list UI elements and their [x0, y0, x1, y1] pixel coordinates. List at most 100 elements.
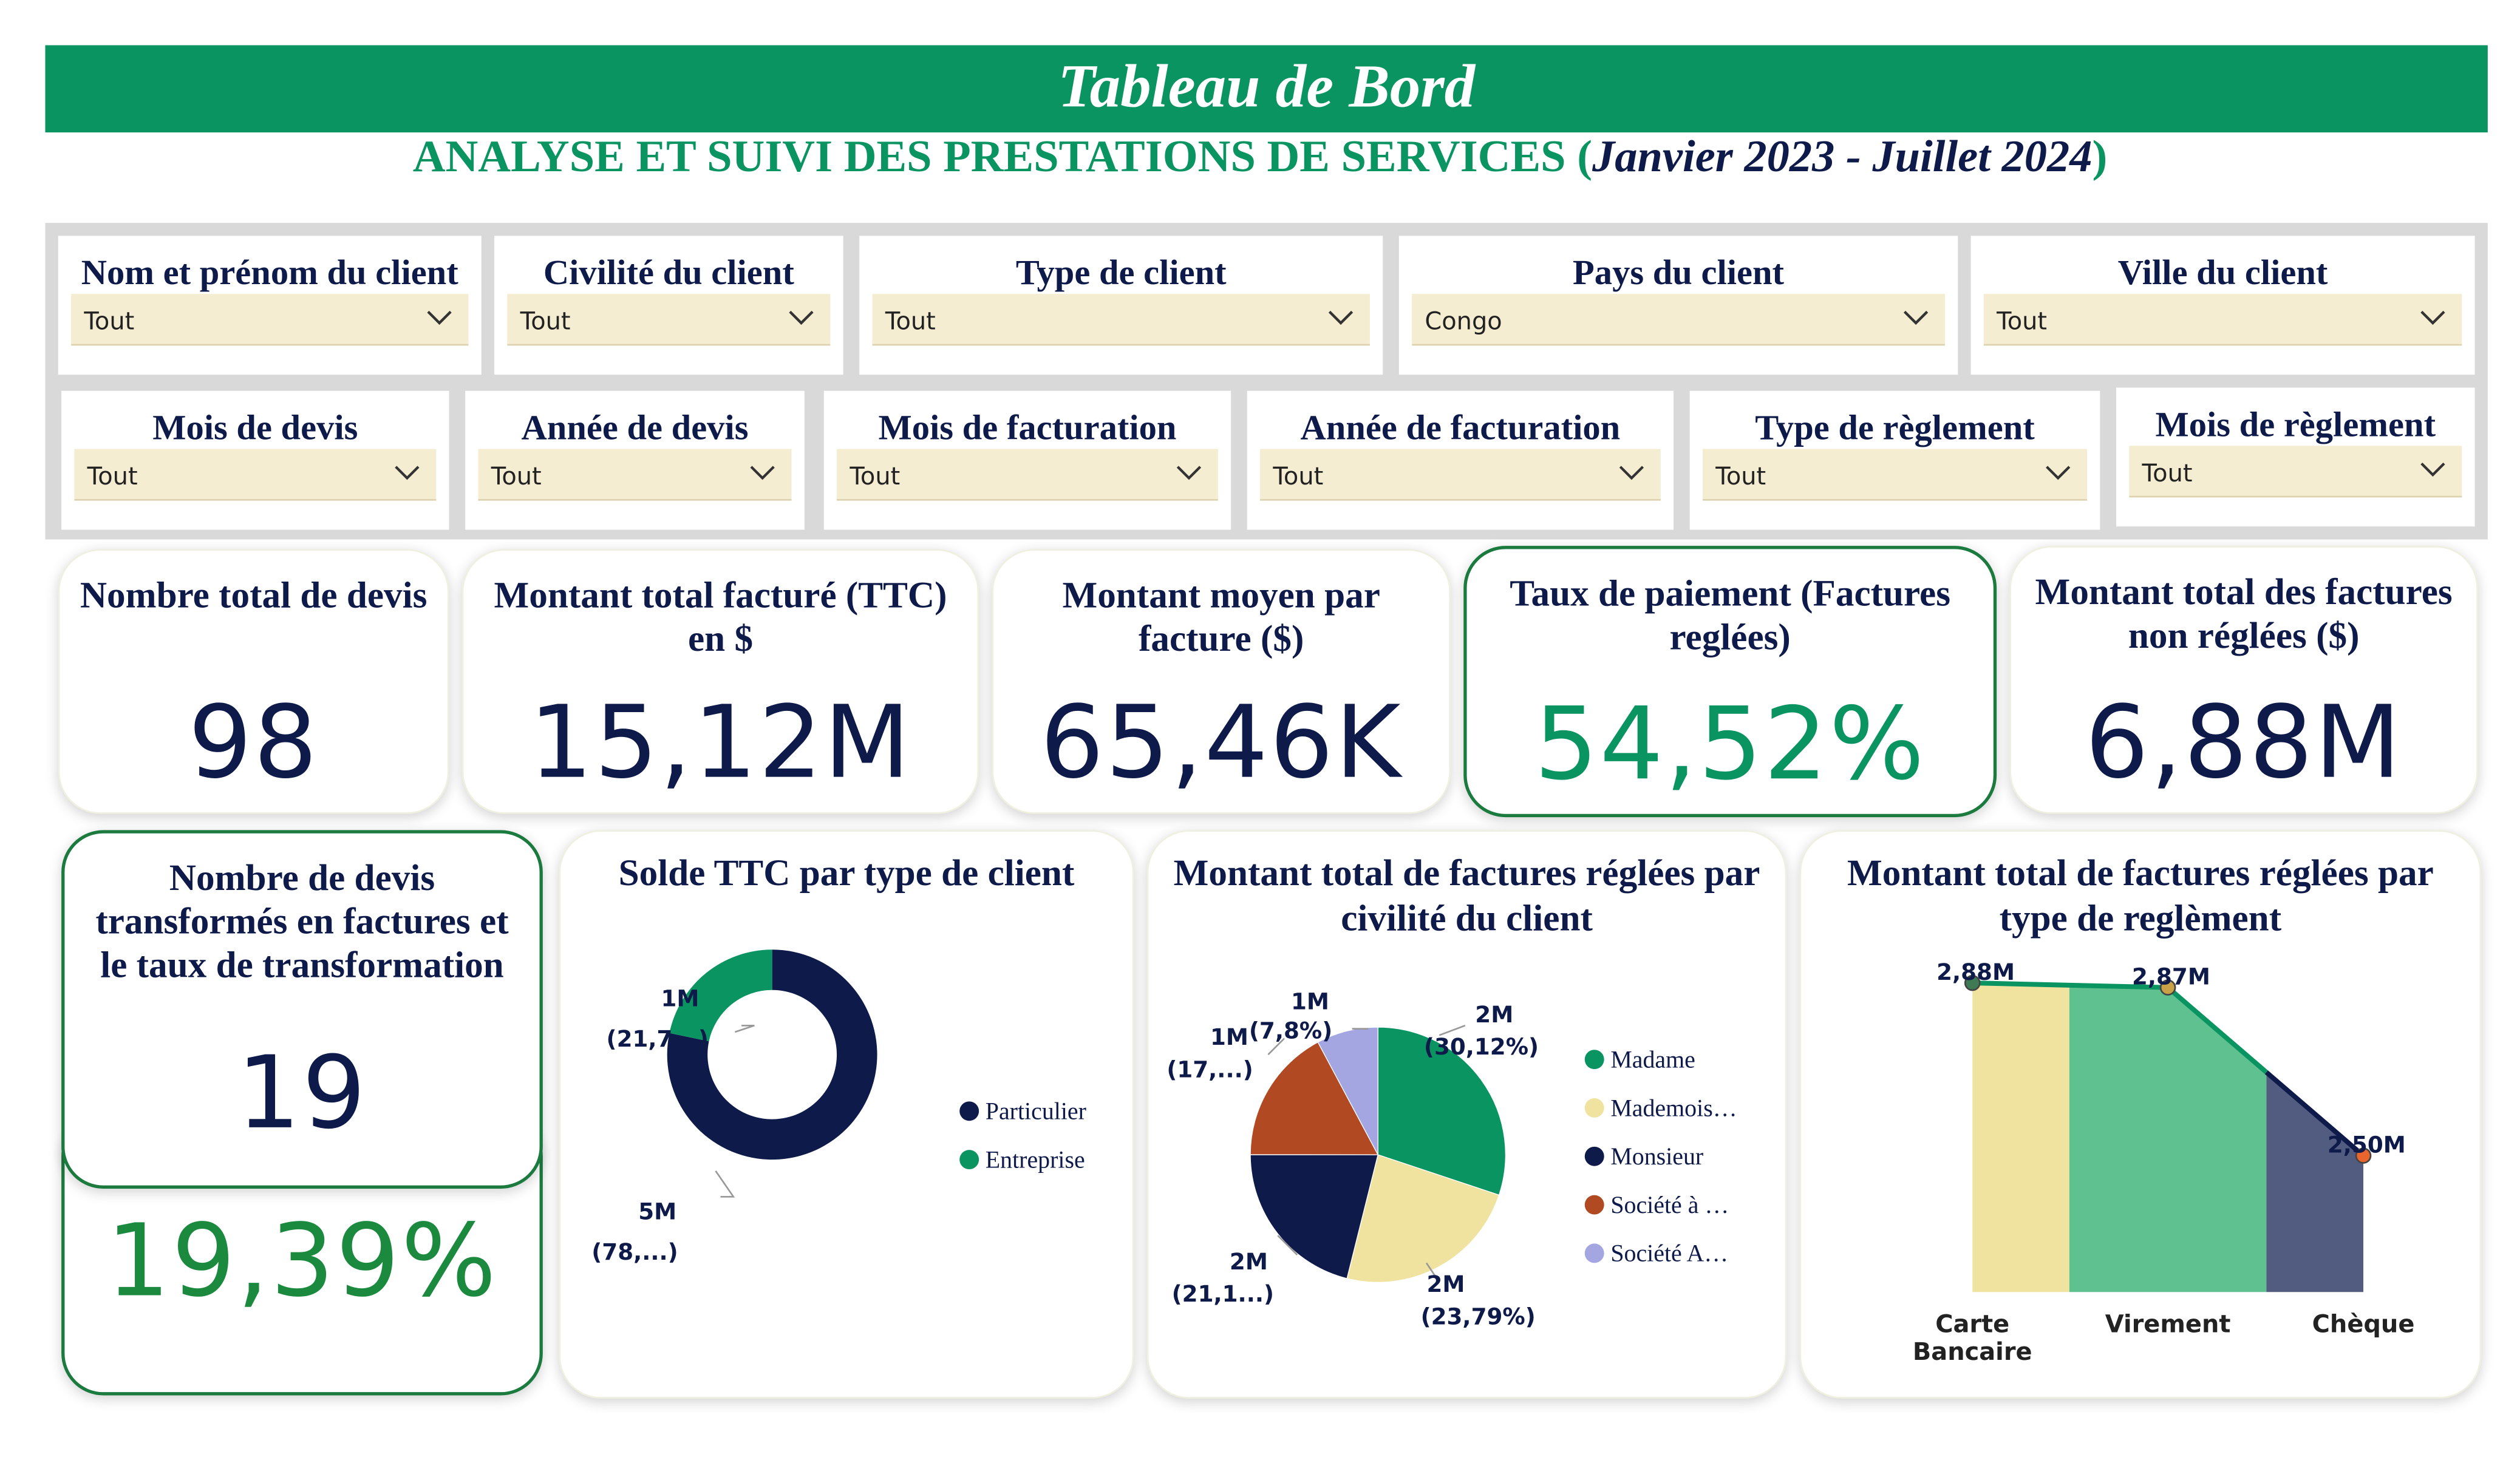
filter-dropdown[interactable]: Tout	[837, 449, 1218, 501]
leader-line	[1267, 1038, 1285, 1056]
leader-line	[735, 1024, 755, 1033]
legend-marker	[1584, 1050, 1604, 1070]
data-label-value: 2M	[1475, 1001, 1513, 1028]
filter-value: Congo	[1425, 307, 1502, 336]
kpi-unpaid-total: Montant total des factures non réglées (…	[2009, 546, 2478, 814]
filter-label: Civilité du client	[543, 252, 794, 293]
page-title: Tableau de Bord	[1058, 53, 1476, 121]
filter-label: Pays du client	[1573, 252, 1785, 293]
filter-dropdown[interactable]: Tout	[2129, 446, 2462, 498]
x-tick-label: Bancaire	[1913, 1338, 2032, 1366]
filter-label: Nom et prénom du client	[81, 252, 458, 293]
data-label-pct: (7,8%)	[1249, 1017, 1332, 1044]
legend-label: Mademois…	[1610, 1094, 1737, 1121]
chevron-down-icon	[2420, 310, 2445, 325]
kpi-value: 65,46K	[1040, 683, 1403, 801]
leader-line	[1277, 1235, 1298, 1255]
filter-value: Tout	[84, 307, 135, 336]
conversion-title: Nombre de devis transformés en factures …	[95, 857, 509, 985]
data-label-pct: (21,1...)	[1172, 1280, 1274, 1307]
legend-marker	[959, 1101, 979, 1121]
subtitle-close: )	[2092, 132, 2108, 183]
chevron-down-icon	[789, 310, 814, 325]
filter-value: Tout	[1997, 307, 2048, 336]
legend-marker	[959, 1150, 979, 1170]
filter-invoice-year: Année de facturation Tout	[1247, 390, 1674, 530]
data-label-value: 1M	[1210, 1024, 1248, 1050]
series-line	[2264, 1070, 2365, 1158]
kpi-title: Nombre total de devis	[80, 575, 427, 616]
filter-dropdown[interactable]: Tout	[1260, 449, 1661, 501]
filter-client-name: Nom et prénom du client Tout	[58, 236, 482, 375]
donut-chart: 5M (78,...) 1M (21,7...) Particulier Entrepri…	[591, 949, 1086, 1265]
conversion-rate: 19,39%	[106, 1201, 498, 1320]
kpi-title: Montant moyen par facture ($)	[1062, 575, 1380, 659]
kpi-total-invoiced: Montant total facturé (TTC) en $ 15,12M	[461, 549, 979, 814]
legend-label: Monsieur	[1610, 1143, 1703, 1170]
conversion-card: Nombre de devis transformés en factures …	[61, 830, 543, 1189]
filter-label: Mois de facturation	[878, 407, 1177, 447]
data-label-pct: (23,79%)	[1421, 1303, 1536, 1330]
legend-marker	[1584, 1146, 1604, 1166]
leader-line	[1425, 1262, 1437, 1279]
filter-dropdown[interactable]: Tout	[1983, 294, 2462, 346]
chart-title: Solde TTC par type de client	[618, 852, 1075, 894]
filter-dropdown[interactable]: Congo	[1412, 294, 1946, 346]
x-tick-label: Carte	[1935, 1311, 2009, 1339]
data-label-pct: (30,12%)	[1424, 1033, 1539, 1060]
filter-label: Année de facturation	[1300, 407, 1621, 447]
filter-invoice-month: Mois de facturation Tout	[823, 390, 1231, 530]
data-label-value: 2M	[1426, 1271, 1465, 1297]
kpi-payment-rate: Taux de paiement (Factures reglées) 54,5…	[1463, 546, 1997, 818]
legend-label: Société A…	[1610, 1240, 1728, 1267]
filter-client-country: Pays du client Congo	[1398, 236, 1958, 375]
data-label: 2,87M	[2132, 963, 2210, 990]
chevron-down-icon	[2420, 463, 2445, 477]
filter-dropdown[interactable]: Tout	[71, 294, 469, 346]
area-band	[1972, 983, 2069, 1292]
kpi-value: 6,88M	[2085, 683, 2403, 801]
kpi-value: 54,52%	[1534, 684, 1926, 803]
chevron-down-icon	[1619, 466, 1644, 480]
filter-client-type: Type de client Tout	[859, 236, 1383, 375]
kpi-average-invoice: Montant moyen par facture ($) 65,46K	[992, 549, 1451, 814]
data-point	[2159, 979, 2176, 996]
filter-value: Tout	[491, 461, 542, 491]
legend-marker	[1584, 1195, 1604, 1215]
data-label-value: 1M	[661, 985, 700, 1011]
chevron-down-icon	[427, 310, 452, 325]
kpi-title: Montant total des factures non réglées (…	[2035, 571, 2453, 656]
x-tick-label: Chèque	[2312, 1311, 2415, 1339]
filter-dropdown[interactable]: Tout	[507, 294, 831, 346]
filter-dropdown[interactable]: Tout	[74, 449, 437, 501]
filter-payment-month: Mois de règlement Tout	[2116, 387, 2475, 527]
filter-value: Tout	[850, 461, 901, 491]
leader-line	[715, 1170, 735, 1198]
filter-dropdown[interactable]: Tout	[872, 294, 1370, 346]
kpi-title: Taux de paiement (Factures reglées)	[1510, 573, 1951, 657]
chevron-down-icon	[1328, 310, 1354, 325]
filter-client-civility: Civilité du client Tout	[494, 236, 843, 375]
filter-client-city: Ville du client Tout	[1970, 236, 2475, 375]
page-subtitle: ANALYSE ET SUIVI DES PRESTATIONS DE SERV…	[0, 132, 2520, 184]
leader-line	[1439, 1025, 1466, 1036]
filter-dropdown[interactable]: Tout	[1702, 449, 2088, 501]
legend-label: Société à …	[1610, 1191, 1729, 1218]
data-label: 2,50M	[2328, 1131, 2406, 1158]
title-bar: Tableau de Bord	[45, 45, 2488, 133]
donut-slice	[667, 949, 877, 1160]
area-band	[2069, 985, 2267, 1292]
subtitle-period: Janvier 2023 - Juillet 2024	[1592, 132, 2093, 183]
filter-value: Tout	[885, 307, 936, 336]
filter-value: Tout	[520, 307, 571, 336]
chevron-down-icon	[395, 466, 420, 480]
data-label-value: 2M	[1230, 1248, 1268, 1275]
chevron-down-icon	[2046, 466, 2071, 480]
legend-marker	[1584, 1243, 1604, 1263]
chevron-down-icon	[1176, 466, 1202, 480]
kpi-value: 98	[188, 683, 319, 801]
data-point	[1964, 974, 1981, 991]
filter-dropdown[interactable]: Tout	[478, 449, 792, 501]
subtitle-main: ANALYSE ET SUIVI DES PRESTATIONS DE SERV…	[412, 132, 1593, 183]
data-label-pct: (78,...)	[591, 1238, 678, 1265]
